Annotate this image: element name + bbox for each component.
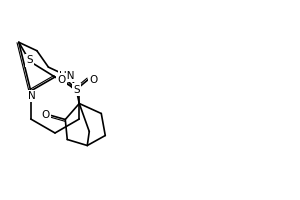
Text: HN: HN <box>59 71 74 81</box>
Text: S: S <box>73 85 80 95</box>
Text: O: O <box>57 75 65 85</box>
Text: O: O <box>41 110 50 120</box>
Text: S: S <box>26 55 33 65</box>
Text: N: N <box>28 91 36 101</box>
Text: O: O <box>89 75 98 85</box>
